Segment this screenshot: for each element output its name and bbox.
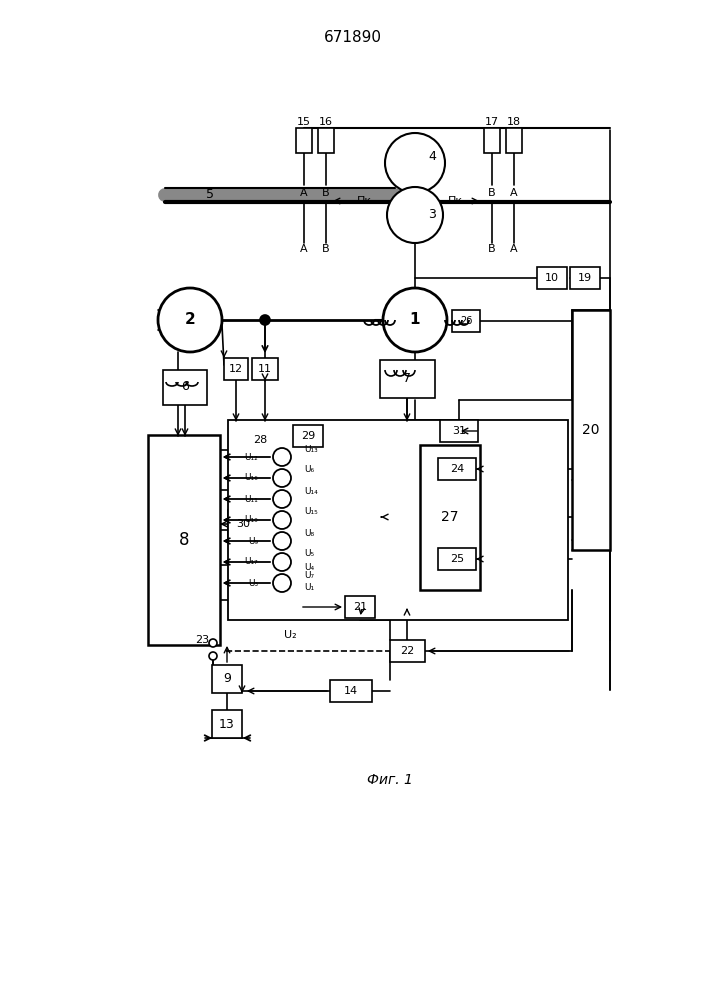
Text: B: B [489, 188, 496, 198]
Text: U₃: U₃ [248, 578, 258, 587]
Bar [330, 680, 372, 702]
Bar [148, 435, 220, 645]
Bar [252, 358, 278, 380]
Circle shape [273, 574, 291, 592]
Text: 19: 19 [578, 273, 592, 283]
Bar [296, 128, 312, 153]
Text: 23: 23 [195, 635, 209, 645]
Text: U₁₁: U₁₁ [244, 494, 258, 504]
Text: 17: 17 [485, 117, 499, 127]
Text: Пк: Пк [448, 196, 462, 206]
Text: 6: 6 [181, 380, 189, 393]
Text: B: B [322, 188, 329, 198]
Text: 3: 3 [428, 209, 436, 222]
Bar [318, 128, 334, 153]
Circle shape [387, 187, 443, 243]
Bar [228, 420, 568, 620]
Bar [537, 267, 567, 289]
Circle shape [273, 469, 291, 487]
Text: 11: 11 [258, 364, 272, 374]
Circle shape [273, 532, 291, 550]
Text: U₂: U₂ [284, 630, 296, 640]
Bar [345, 596, 375, 618]
Bar [163, 370, 207, 405]
Text: U₁₅: U₁₅ [304, 508, 317, 516]
Text: 20: 20 [583, 423, 600, 437]
Bar [452, 310, 480, 332]
Bar [390, 640, 425, 662]
Bar [228, 510, 258, 538]
Bar [484, 128, 500, 153]
Text: 30: 30 [236, 519, 250, 529]
Text: Фиг. 1: Фиг. 1 [367, 773, 413, 787]
Text: 2: 2 [185, 312, 195, 328]
Circle shape [158, 288, 222, 352]
Text: A: A [300, 244, 308, 254]
Bar [420, 445, 480, 590]
Text: A: A [300, 188, 308, 198]
Text: 12: 12 [229, 364, 243, 374]
Text: 10: 10 [545, 273, 559, 283]
Text: 27: 27 [441, 510, 459, 524]
Text: 28: 28 [253, 435, 267, 445]
Text: B: B [322, 244, 329, 254]
Circle shape [260, 315, 270, 325]
Text: U₁₂: U₁₂ [244, 452, 258, 462]
Text: Пк: Пк [356, 196, 372, 206]
Text: U₅: U₅ [304, 550, 314, 558]
Bar [572, 310, 610, 550]
Bar [293, 425, 323, 447]
Text: U₁₄: U₁₄ [304, 487, 317, 495]
Circle shape [273, 490, 291, 508]
Text: U₁₆: U₁₆ [244, 474, 258, 483]
Text: U₁₇: U₁₇ [244, 558, 258, 566]
Text: A: A [510, 244, 518, 254]
Text: U₁₃: U₁₃ [304, 444, 317, 454]
Text: 25: 25 [450, 554, 464, 564]
Text: U₇: U₇ [304, 570, 314, 580]
Circle shape [383, 288, 447, 352]
Text: 31: 31 [452, 426, 466, 436]
Bar [380, 360, 435, 398]
Bar [212, 665, 242, 693]
Text: 2б: 2б [460, 316, 472, 326]
Text: U₁₀: U₁₀ [244, 516, 258, 524]
Text: 22: 22 [400, 646, 414, 656]
Circle shape [209, 652, 217, 660]
Bar [212, 710, 242, 738]
Text: U₈: U₈ [304, 528, 314, 538]
Text: 16: 16 [319, 117, 333, 127]
Text: 18: 18 [507, 117, 521, 127]
Text: 9: 9 [223, 672, 231, 686]
Text: U₉: U₉ [248, 536, 258, 546]
Text: 671890: 671890 [324, 30, 382, 45]
Text: 8: 8 [179, 531, 189, 549]
Bar [224, 358, 248, 380]
Circle shape [273, 448, 291, 466]
Text: 4: 4 [428, 149, 436, 162]
Circle shape [273, 553, 291, 571]
Bar [438, 548, 476, 570]
Text: U₆: U₆ [304, 466, 314, 475]
Circle shape [209, 639, 217, 647]
Text: U₄: U₄ [304, 562, 314, 572]
Text: 24: 24 [450, 464, 464, 474]
Circle shape [273, 511, 291, 529]
Text: B: B [489, 244, 496, 254]
Text: 15: 15 [297, 117, 311, 127]
Text: 21: 21 [353, 602, 367, 612]
Text: A: A [510, 188, 518, 198]
Bar [570, 267, 600, 289]
Text: 5: 5 [206, 188, 214, 202]
Circle shape [385, 133, 445, 193]
Text: U₁: U₁ [304, 584, 314, 592]
Text: 7: 7 [403, 372, 411, 385]
Bar [438, 458, 476, 480]
Text: 1: 1 [410, 312, 420, 328]
Bar [506, 128, 522, 153]
Text: 14: 14 [344, 686, 358, 696]
Text: 13: 13 [219, 718, 235, 730]
Bar [440, 420, 478, 442]
Text: 29: 29 [301, 431, 315, 441]
